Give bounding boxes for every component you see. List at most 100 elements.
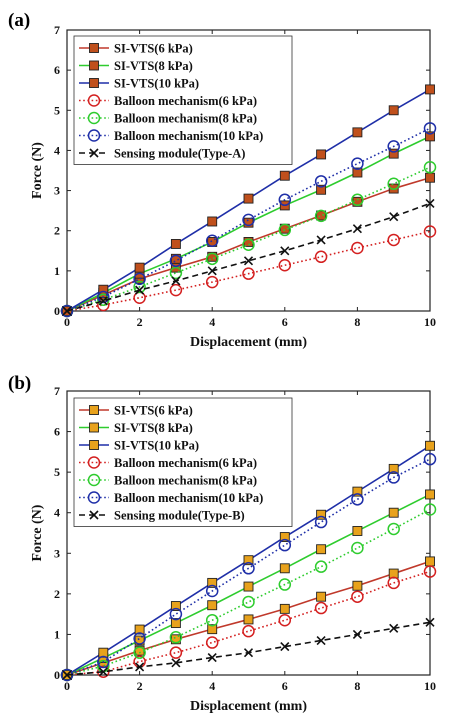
series-1 xyxy=(62,556,435,680)
x-marker-stroke xyxy=(389,623,399,633)
legend-label: Balloon mechanism(8 kPa) xyxy=(114,474,257,488)
x-tick-label: 2 xyxy=(137,315,143,329)
data-point xyxy=(205,584,219,598)
data-point xyxy=(278,538,292,552)
data-point xyxy=(171,276,181,286)
x-tick-label: 10 xyxy=(424,315,436,329)
x-axis-label: Displacement (mm) xyxy=(190,699,307,714)
data-point xyxy=(242,624,255,638)
y-tick-label: 2 xyxy=(54,587,60,601)
data-point xyxy=(243,581,254,592)
data-point xyxy=(169,254,183,268)
y-tick-label: 3 xyxy=(54,546,60,560)
legend-label: Balloon mechanism(6 kPa) xyxy=(114,456,257,470)
data-point xyxy=(135,285,145,295)
data-point xyxy=(314,209,328,223)
series-3 xyxy=(62,84,435,316)
data-point xyxy=(425,131,435,142)
data-point xyxy=(60,304,74,318)
data-point xyxy=(423,503,437,516)
data-point xyxy=(352,486,363,497)
legend-label: SI-VTS(8 kPa) xyxy=(114,59,193,73)
legend-item: Sensing module(Type-A) xyxy=(79,147,245,161)
y-tick-label: 7 xyxy=(54,384,60,398)
data-point xyxy=(169,631,183,644)
data-point xyxy=(170,618,181,629)
legend-swatch-marker xyxy=(87,111,101,125)
x-tick-label: 2 xyxy=(137,679,143,693)
data-point xyxy=(314,175,328,188)
series-5 xyxy=(60,503,437,682)
data-point xyxy=(387,140,400,153)
data-point xyxy=(243,555,254,566)
data-point xyxy=(278,223,292,237)
series-7 xyxy=(62,617,435,680)
x-marker-stroke xyxy=(316,635,326,646)
data-point xyxy=(423,565,437,578)
data-point xyxy=(388,148,399,159)
x-marker-stroke xyxy=(89,510,99,520)
y-tick-label: 4 xyxy=(54,143,60,157)
data-point xyxy=(389,623,399,633)
plot-frame xyxy=(66,390,431,676)
y-axis-label: Force (N) xyxy=(30,142,45,199)
data-point xyxy=(279,563,290,574)
y-tick-label: 6 xyxy=(54,425,60,439)
legend-swatch-marker xyxy=(87,456,101,469)
series-7 xyxy=(62,198,435,316)
data-point xyxy=(388,507,399,518)
data-point xyxy=(425,617,435,627)
legend-item: Balloon mechanism(6 kPa) xyxy=(79,456,257,470)
panel-label: (b) xyxy=(8,373,31,394)
data-point xyxy=(351,157,364,170)
x-marker-stroke xyxy=(243,648,254,658)
x-tick-label: 4 xyxy=(209,315,215,329)
data-point xyxy=(352,580,363,591)
x-tick-label: 8 xyxy=(354,679,360,693)
data-point xyxy=(278,258,292,272)
data-point xyxy=(207,600,218,611)
data-point xyxy=(316,184,327,195)
panel-label: (a) xyxy=(8,10,30,31)
series-line xyxy=(66,202,431,312)
data-point xyxy=(278,613,292,627)
data-point xyxy=(387,177,400,190)
x-marker-stroke xyxy=(171,658,181,668)
data-point xyxy=(97,290,110,304)
data-point xyxy=(425,489,435,500)
x-marker-stroke xyxy=(352,629,362,639)
legend-label: Balloon mechanism(10 kPa) xyxy=(114,129,263,143)
legend-swatch-marker xyxy=(89,78,99,88)
data-point xyxy=(352,526,363,536)
legend-swatch-marker xyxy=(87,94,101,107)
data-point xyxy=(62,670,72,680)
chart-panel-a: (a) 0 2 4 6 8 10 0 1 2 3 4 5 6 7 Displacement (mm) Force… xyxy=(8,10,437,350)
series-6 xyxy=(60,452,437,682)
data-point xyxy=(205,234,219,247)
data-point xyxy=(314,560,328,573)
x-marker-stroke xyxy=(207,652,217,663)
data-point xyxy=(425,198,435,208)
data-point xyxy=(98,667,108,677)
y-axis-label: Force (N) xyxy=(30,504,45,561)
data-point xyxy=(133,280,146,294)
plot-frame xyxy=(66,29,431,312)
legend-swatch-marker xyxy=(89,43,99,53)
legend-item: Balloon mechanism(10 kPa) xyxy=(79,491,263,505)
legend-label: SI-VTS(10 kPa) xyxy=(114,77,199,91)
data-point xyxy=(279,603,290,614)
data-point xyxy=(97,655,110,669)
data-point xyxy=(242,213,255,227)
legend-item: Balloon mechanism(8 kPa) xyxy=(79,474,257,488)
x-axis-label: Displacement (mm) xyxy=(190,335,307,350)
legend-swatch-marker xyxy=(89,405,99,415)
data-point xyxy=(387,576,400,590)
x-marker-stroke xyxy=(280,246,290,256)
data-point xyxy=(352,127,363,138)
x-marker-stroke xyxy=(280,642,290,652)
data-point xyxy=(316,149,327,160)
data-point xyxy=(279,170,290,181)
data-point xyxy=(279,532,290,543)
data-point xyxy=(316,544,327,555)
